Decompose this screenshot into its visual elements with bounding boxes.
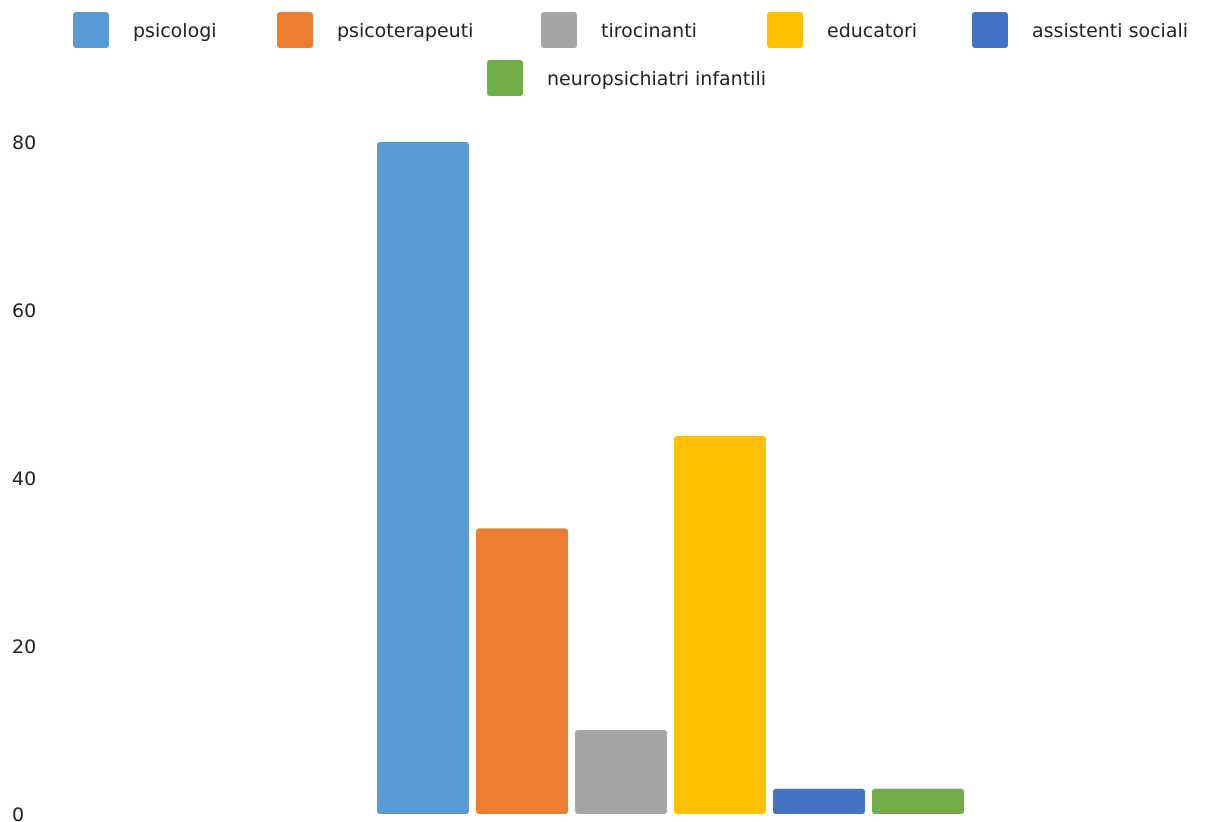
legend-swatch xyxy=(541,12,577,48)
chart-legend: psicologi psicoterapeuti tirocinanti educat… xyxy=(73,12,1188,96)
legend-swatch xyxy=(277,12,313,48)
y-tick-label: 0 xyxy=(12,804,24,822)
legend-item-educatori: educatori xyxy=(767,12,917,48)
bar-educatori xyxy=(674,436,766,814)
legend-label: educatori xyxy=(827,20,917,42)
legend-label: psicologi xyxy=(133,20,217,42)
bar-tirocinanti xyxy=(575,730,667,814)
bar-group xyxy=(377,142,964,814)
legend-swatch xyxy=(487,60,523,96)
legend-swatch xyxy=(73,12,109,48)
legend-item-psicologi: psicologi xyxy=(73,12,217,48)
bar-psicoterapeuti xyxy=(476,528,568,814)
y-tick-label: 80 xyxy=(12,132,36,154)
legend-item-tirocinanti: tirocinanti xyxy=(541,12,697,48)
legend-label: tirocinanti xyxy=(601,20,697,42)
legend-label: assistenti sociali xyxy=(1032,20,1188,42)
legend-label: psicoterapeuti xyxy=(337,20,473,42)
bar-psicologi xyxy=(377,142,469,814)
legend-item-assistenti-sociali: assistenti sociali xyxy=(972,12,1188,48)
legend-label: neuropsichiatri infantili xyxy=(547,68,766,90)
y-tick-label: 20 xyxy=(12,636,36,658)
legend-swatch xyxy=(972,12,1008,48)
bar-neuropsichiatri-infantili xyxy=(872,788,964,814)
y-axis: 0 20 40 60 80 xyxy=(12,132,36,822)
legend-swatch xyxy=(767,12,803,48)
y-tick-label: 40 xyxy=(12,468,36,490)
bar-assistenti-sociali xyxy=(773,788,865,814)
legend-item-neuropsichiatri-infantili: neuropsichiatri infantili xyxy=(487,60,766,96)
y-tick-label: 60 xyxy=(12,300,36,322)
legend-item-psicoterapeuti: psicoterapeuti xyxy=(277,12,473,48)
